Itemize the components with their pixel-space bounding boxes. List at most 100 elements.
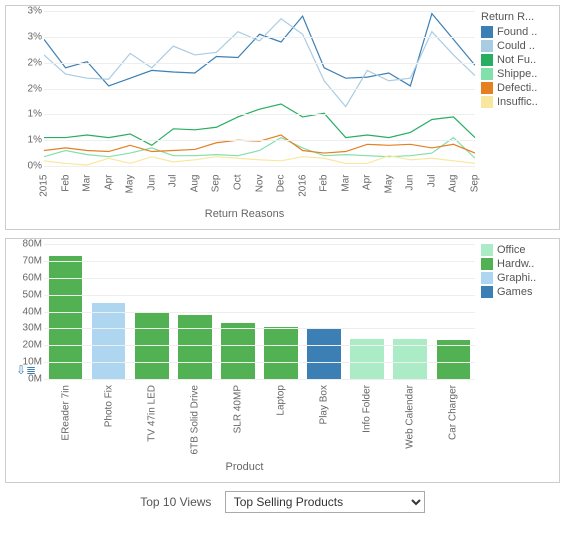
- x-tick-label: Apr: [362, 175, 373, 191]
- x-tick-label: 2015: [39, 175, 50, 197]
- bar-x-axis: EReader 7in Photo Fix TV 47in LED 6TB Solid…: [44, 379, 475, 459]
- legend-swatch: [481, 26, 493, 38]
- legend-item[interactable]: Office: [481, 244, 551, 256]
- line-legend: Return R... Found .. Could .. Not Fu.. Ship…: [475, 11, 551, 227]
- x-tick-label: 6TB Solid Drive: [189, 385, 200, 454]
- legend-item[interactable]: Insuffic..: [481, 96, 551, 108]
- x-tick-label: Nov: [254, 175, 265, 193]
- legend-label: Hardw..: [497, 258, 534, 270]
- legend-item[interactable]: Graphi..: [481, 272, 551, 284]
- legend-label: Shippe..: [497, 68, 537, 80]
- top-products-chart: 0M10M20M30M40M50M60M70M80M ⇩≣ EReader 7i…: [5, 238, 560, 483]
- x-tick-label: Jun: [405, 175, 416, 191]
- x-tick-label: TV 47in LED: [146, 385, 157, 442]
- bar[interactable]: [49, 256, 83, 379]
- legend-swatch: [481, 96, 493, 108]
- legend-label: Graphi..: [497, 272, 536, 284]
- x-tick-label: Aug: [448, 175, 459, 193]
- view-select[interactable]: Top Selling Products: [225, 491, 425, 513]
- y-tick-label: 80M: [23, 239, 42, 250]
- bar[interactable]: [178, 315, 212, 379]
- bar-chart-area: 0M10M20M30M40M50M60M70M80M ⇩≣ EReader 7i…: [14, 244, 475, 480]
- bar[interactable]: [264, 327, 298, 379]
- legend-item[interactable]: Not Fu..: [481, 54, 551, 66]
- legend-swatch: [481, 258, 493, 270]
- x-tick-label: Play Box: [319, 385, 330, 424]
- legend-item[interactable]: Hardw..: [481, 258, 551, 270]
- legend-item[interactable]: Shippe..: [481, 68, 551, 80]
- x-tick-label: EReader 7in: [60, 385, 71, 441]
- line-y-axis: 0%1%1%2%2%3%3%: [14, 11, 44, 166]
- x-tick-label: SLR 40MP: [232, 385, 243, 433]
- return-reasons-chart: 0% 1% 1% 2% 2% 3% 3% 2015 Feb Mar Apr May Jun Jul Aug…: [5, 5, 560, 230]
- legend-item[interactable]: Games: [481, 286, 551, 298]
- y-tick-label: 2%: [28, 83, 42, 94]
- y-tick-label: 20M: [23, 340, 42, 351]
- y-tick-label: 2%: [28, 57, 42, 68]
- line-plot: [44, 11, 475, 166]
- legend-swatch: [481, 272, 493, 284]
- x-tick-label: Sep: [211, 175, 222, 193]
- legend-label: Not Fu..: [497, 54, 536, 66]
- x-tick-label: Aug: [189, 175, 200, 193]
- legend-label: Office: [497, 244, 526, 256]
- legend-label: Could ..: [497, 40, 535, 52]
- legend-swatch: [481, 68, 493, 80]
- bar-plot: [44, 244, 475, 379]
- x-tick-label: Web Calendar: [405, 385, 416, 449]
- y-tick-label: 1%: [28, 109, 42, 120]
- x-tick-label: Info Folder: [362, 385, 373, 433]
- bar[interactable]: [221, 323, 255, 379]
- line-x-title: Return Reasons: [14, 208, 475, 220]
- x-tick-label: May: [125, 175, 136, 194]
- y-tick-label: 30M: [23, 323, 42, 334]
- bar[interactable]: [92, 303, 126, 379]
- y-tick-label: 60M: [23, 272, 42, 283]
- legend-swatch: [481, 82, 493, 94]
- x-tick-label: Jun: [146, 175, 157, 191]
- legend-swatch: [481, 286, 493, 298]
- y-tick-label: 70M: [23, 255, 42, 266]
- line-legend-title: Return R...: [481, 11, 551, 23]
- legend-label: Defecti..: [497, 82, 537, 94]
- y-tick-label: 3%: [28, 31, 42, 42]
- legend-item[interactable]: Found ..: [481, 26, 551, 38]
- y-tick-label: 50M: [23, 289, 42, 300]
- legend-item[interactable]: Could ..: [481, 40, 551, 52]
- y-tick-label: 1%: [28, 135, 42, 146]
- x-tick-label: Jul: [168, 175, 179, 188]
- x-tick-label: Photo Fix: [103, 385, 114, 427]
- line-series: [44, 14, 475, 86]
- line-series: [44, 104, 475, 145]
- x-tick-label: Mar: [82, 175, 93, 192]
- x-tick-label: Jul: [426, 175, 437, 188]
- y-tick-label: 40M: [23, 306, 42, 317]
- legend-item[interactable]: Defecti..: [481, 82, 551, 94]
- y-tick-label: 3%: [28, 6, 42, 17]
- bar[interactable]: [307, 328, 341, 379]
- x-tick-label: Mar: [340, 175, 351, 192]
- legend-label: Insuffic..: [497, 96, 538, 108]
- view-label: Top 10 Views: [140, 495, 211, 509]
- line-x-axis: 2015FebMarAprMayJunJulAugSepOctNovDec201…: [44, 166, 475, 206]
- x-tick-label: Laptop: [276, 385, 287, 416]
- legend-swatch: [481, 244, 493, 256]
- legend-label: Found ..: [497, 26, 537, 38]
- y-tick-label: 0%: [28, 161, 42, 172]
- x-tick-label: Car Charger: [448, 385, 459, 440]
- legend-swatch: [481, 40, 493, 52]
- legend-swatch: [481, 54, 493, 66]
- line-chart-area: 0%1%1%2%2%3%3% 2015FebMarAprMayJunJulAug…: [14, 11, 475, 227]
- x-tick-label: 2016: [297, 175, 308, 197]
- x-tick-label: Sep: [470, 175, 481, 193]
- x-tick-label: Dec: [276, 175, 287, 193]
- x-tick-label: Oct: [232, 175, 243, 191]
- legend-label: Games: [497, 286, 532, 298]
- bar-x-title: Product: [14, 461, 475, 473]
- x-tick-label: May: [383, 175, 394, 194]
- bar-y-axis: 0M10M20M30M40M50M60M70M80M: [14, 244, 44, 379]
- x-tick-label: Feb: [319, 175, 330, 192]
- download-icon[interactable]: ⇩≣: [16, 363, 36, 377]
- x-tick-label: Feb: [60, 175, 71, 192]
- view-controls: Top 10 Views Top Selling Products: [5, 491, 560, 513]
